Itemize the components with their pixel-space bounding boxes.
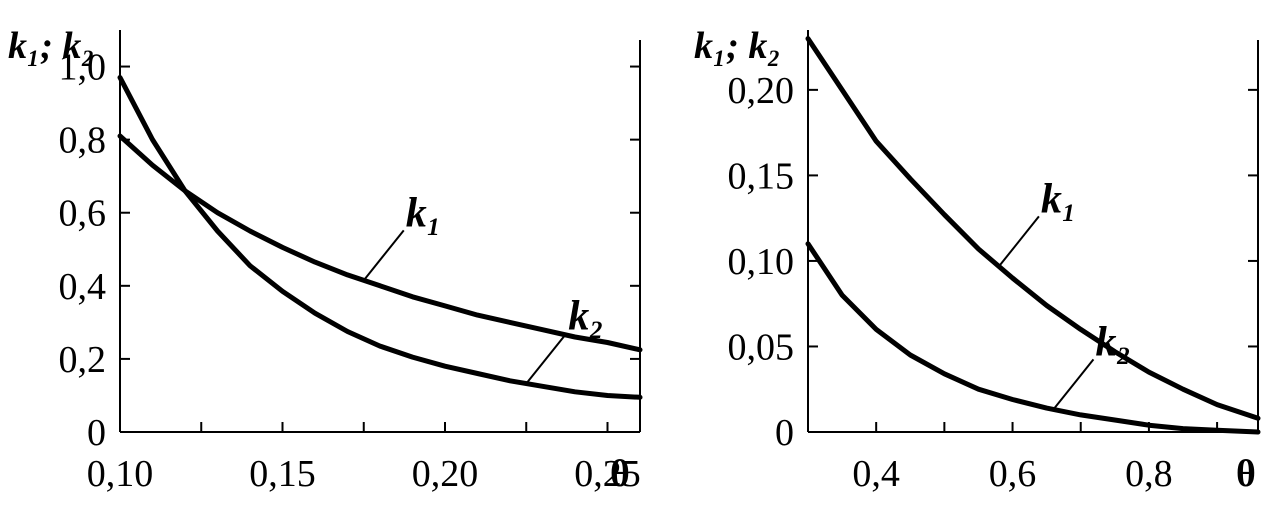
- y-tick-label: 0,6: [59, 193, 107, 235]
- series-line-k1: [117, 133, 643, 353]
- chart-panel-2: 0 0,05 0,10 0,15 0,20 0,4 0,6 0,8 θ k₁; k₂ k₁ k₂: [694, 25, 1261, 495]
- y-tick-label: 0,10: [728, 241, 795, 283]
- leader-line: [362, 229, 405, 281]
- y-tick-label: 0,4: [59, 266, 107, 308]
- curve-label-k1: k₁: [406, 190, 442, 236]
- y-tick-label: 0: [87, 412, 106, 454]
- x-tick-label: 0,15: [249, 453, 316, 495]
- y-tick-label: 0,20: [728, 70, 795, 112]
- curve-label-k1: k₁: [1041, 176, 1077, 222]
- y-tick-label: 0,8: [59, 120, 107, 162]
- y-tick-label: 0: [775, 412, 794, 454]
- x-tick-label: 0,8: [1125, 453, 1173, 495]
- curve-label-k2: k₂: [568, 294, 604, 340]
- x-tick-label: 0,10: [87, 453, 154, 495]
- series-line-k1: [805, 36, 1261, 421]
- series-line-k2: [805, 241, 1261, 435]
- x-tick-label: 0,6: [989, 453, 1037, 495]
- y-tick-label: 0,2: [59, 339, 107, 381]
- series-line-k2: [117, 75, 643, 400]
- y-tick-label: 1,0: [59, 47, 107, 89]
- curve-label-k2: k₂: [1095, 319, 1131, 365]
- leader-line: [1052, 358, 1095, 411]
- y-axis-label: k₁; k₂: [8, 25, 95, 67]
- x-tick-label: 0,25: [574, 453, 641, 495]
- x-tick-label: 0,20: [412, 453, 479, 495]
- leader-line: [525, 332, 568, 385]
- x-axis-label: θ: [1236, 453, 1256, 495]
- y-axis-label: k₁; k₂: [694, 25, 781, 67]
- chart-panel-1: 0 0,2 0,4 0,6 0,8 1,0 0,10 0,15 0,20 0,25θ k₁; k₂ k…: [8, 25, 643, 495]
- x-axis-label: θ: [610, 453, 630, 495]
- y-tick-label: 0,15: [728, 155, 795, 197]
- x-tick-label: 0,4: [852, 453, 900, 495]
- leader-line: [998, 215, 1040, 268]
- y-tick-label: 0,05: [728, 326, 795, 368]
